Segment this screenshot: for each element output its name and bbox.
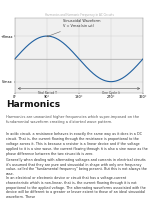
Text: One Cycle λ: One Cycle λ	[102, 91, 120, 95]
Text: Generally when dealing with alternating voltages and currents in electrical circ: Generally when dealing with alternating …	[6, 158, 147, 176]
Title: Harmonics and Harmonic Frequency in AC Circuits: Harmonics and Harmonic Frequency in AC C…	[45, 13, 113, 17]
Text: In ac/dc circuit, a resistance behaves in exactly the same way as it does in a D: In ac/dc circuit, a resistance behaves i…	[6, 132, 148, 156]
Text: Sinusoidal Waveform
V = Vmax(sin ωt): Sinusoidal Waveform V = Vmax(sin ωt)	[47, 19, 100, 37]
Text: Total Period T: Total Period T	[37, 91, 57, 95]
Text: Harmonics: Harmonics	[6, 100, 60, 109]
Text: In an electrical or electronic device or circuit that has a voltage-current char: In an electrical or electronic device or…	[6, 176, 146, 198]
Text: Harmonics are unwanted higher frequencies which super-imposed on the fundamental: Harmonics are unwanted higher frequencie…	[6, 115, 139, 124]
